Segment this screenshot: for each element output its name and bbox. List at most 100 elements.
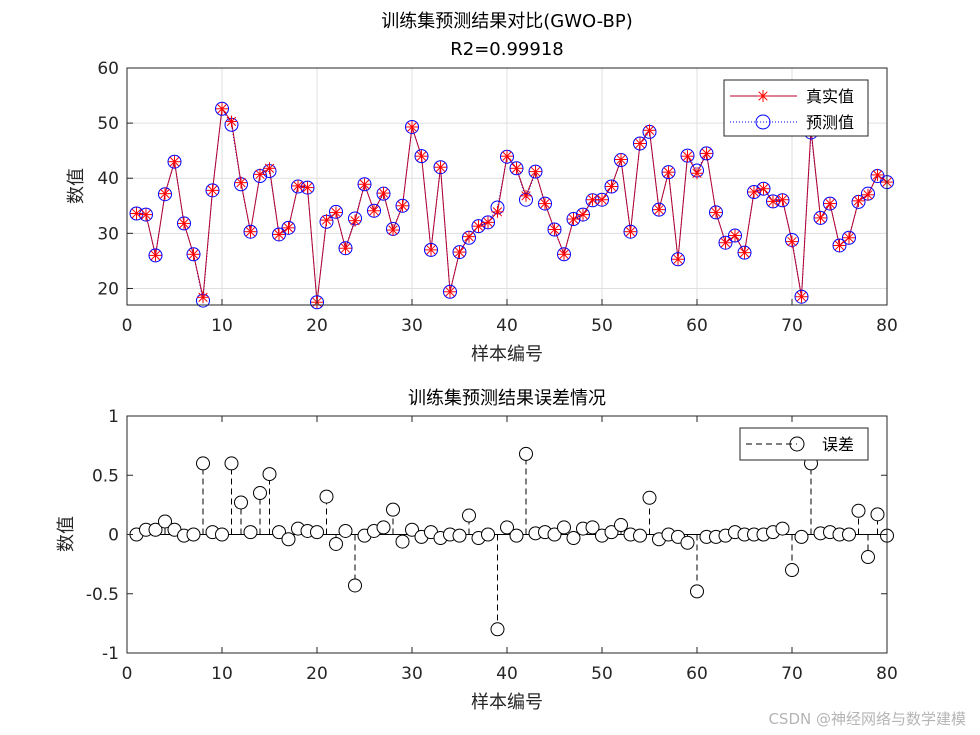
- chart2-x-tick-label: 50: [591, 664, 613, 684]
- true-point: [539, 197, 551, 210]
- error-point: [338, 523, 353, 538]
- predicted-point: [243, 224, 258, 239]
- predicted-point: [414, 149, 429, 164]
- predicted-point: [509, 161, 524, 176]
- error-point: [775, 521, 790, 536]
- error-point: [490, 622, 505, 637]
- true-point: [235, 176, 247, 189]
- predicted-point: [357, 177, 372, 192]
- predicted-point: [813, 210, 828, 225]
- predicted-point: [186, 247, 201, 262]
- chart1-x-tick-label: 80: [876, 316, 898, 336]
- true-point: [653, 203, 665, 216]
- predicted-point: [832, 238, 847, 253]
- error-point: [585, 520, 600, 535]
- error-point: [690, 584, 704, 599]
- error-point: [842, 527, 856, 542]
- chart1-x-tick-label: 20: [306, 316, 328, 336]
- true-point: [140, 208, 152, 221]
- chart1-x-tick-label: 60: [686, 316, 708, 336]
- predicted-point: [129, 206, 144, 221]
- true-point: [748, 186, 760, 199]
- predicted-point: [281, 220, 296, 235]
- true-point: [672, 253, 684, 266]
- true-point: [738, 246, 751, 259]
- error-point: [272, 525, 286, 540]
- true-point: [615, 153, 627, 166]
- chart1-x-axis-label: 样本编号: [471, 344, 543, 365]
- chart2-x-tick-label: 10: [211, 664, 233, 684]
- true-point: [244, 225, 257, 238]
- true-point: [197, 291, 209, 304]
- error-point: [870, 507, 885, 522]
- true-point: [776, 193, 789, 206]
- legend-true-marker: [757, 90, 769, 102]
- chart1-x-tick-label: 40: [496, 316, 518, 336]
- chart1-x-tick-label: 0: [122, 316, 133, 336]
- error-point: [243, 525, 258, 540]
- predicted-point: [633, 136, 647, 151]
- error-point: [348, 578, 362, 593]
- error-point: [851, 503, 866, 518]
- true-point: [320, 214, 333, 227]
- true-point: [662, 166, 675, 179]
- predicted-point: [367, 203, 381, 218]
- chart2-x-tick-label: 30: [401, 664, 423, 684]
- error-point: [509, 528, 524, 543]
- true-point: [254, 168, 266, 181]
- true-point: [567, 213, 580, 226]
- true-point: [729, 229, 741, 242]
- error-point: [395, 534, 410, 549]
- true-point: [396, 199, 409, 212]
- predicted-point: [842, 230, 856, 245]
- predicted-point: [205, 183, 220, 198]
- error-point: [386, 502, 400, 517]
- error-point: [310, 525, 324, 540]
- true-point: [453, 246, 466, 259]
- predicted-point: [481, 215, 495, 230]
- predicted-point: [576, 207, 590, 222]
- predicted-point: [557, 247, 571, 262]
- predicted-point: [709, 205, 723, 220]
- predicted-point: [718, 235, 733, 250]
- chart2-y-tick-label: 1: [108, 407, 119, 427]
- watermark: CSDN @神经网络与数学建模: [768, 710, 966, 728]
- chart1-y-tick-label: 40: [97, 169, 119, 189]
- error-point: [614, 518, 628, 533]
- true-point: [425, 243, 437, 256]
- chart2-x-tick-label: 20: [306, 664, 328, 684]
- predicted-point: [215, 101, 229, 116]
- chart2-legend: 误差: [739, 427, 869, 461]
- true-point: [586, 193, 599, 206]
- error-point: [861, 550, 875, 565]
- error-point: [262, 467, 277, 482]
- true-point: [387, 224, 399, 237]
- error-point: [329, 536, 343, 551]
- predicted-point: [338, 241, 353, 256]
- predicted-point: [604, 179, 619, 194]
- error-point: [557, 520, 571, 535]
- true-point: [206, 184, 219, 197]
- true-point: [482, 216, 494, 229]
- predicted-point: [300, 180, 315, 195]
- error-point: [547, 527, 562, 542]
- error-point: [462, 508, 476, 523]
- chart2-y-tick-label: 0.5: [92, 466, 119, 486]
- true-point: [529, 165, 542, 178]
- true-point: [814, 211, 827, 224]
- legend-true-label: 真实值: [806, 87, 854, 106]
- true-point: [681, 150, 694, 163]
- true-point: [786, 235, 798, 248]
- error-point: [519, 446, 533, 461]
- true-point: [463, 230, 475, 243]
- true-point: [159, 187, 171, 200]
- error-point: [794, 529, 809, 544]
- chart1-y-tick-label: 20: [97, 279, 119, 299]
- true-point: [719, 236, 732, 249]
- error-point: [633, 528, 647, 543]
- chart1-x-ticks: 0 10 20 30 40 50 60 70 80: [122, 299, 898, 336]
- error-point: [785, 563, 799, 578]
- predicted-point: [538, 196, 552, 211]
- legend-error-marker: [789, 436, 805, 452]
- true-point: [871, 168, 884, 181]
